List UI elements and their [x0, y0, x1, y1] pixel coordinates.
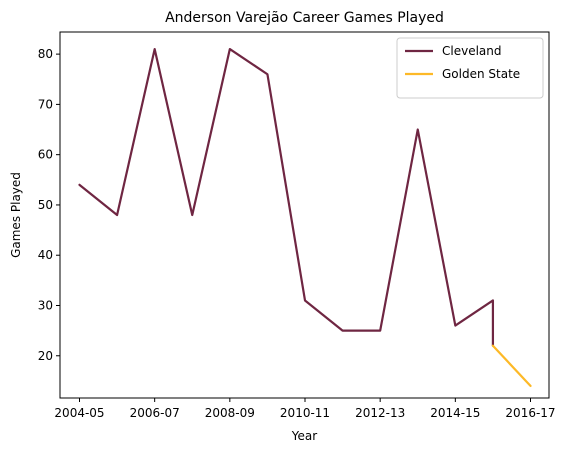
legend-box [396, 37, 544, 99]
chart-title: Anderson Varejão Career Games Played [165, 10, 444, 26]
x-tick-label-2004-05: 2004-05 [54, 406, 104, 420]
series-line-golden-state [491, 344, 532, 388]
legend: Cleveland Golden State [396, 37, 544, 99]
x-tick-label-2012-13: 2012-13 [355, 406, 405, 420]
legend-label-golden-state: Golden State [442, 67, 520, 81]
y-tick-label-60: 60 [38, 148, 53, 162]
x-tick-label-2010-11: 2010-11 [280, 406, 330, 420]
y-tick-label-40: 40 [38, 248, 53, 262]
y-tick-label-50: 50 [38, 198, 53, 212]
y-tick-label-80: 80 [38, 47, 53, 61]
x-tick-label-2014-15: 2014-15 [430, 406, 480, 420]
x-axis-label: Year [291, 429, 317, 443]
y-tick-label-70: 70 [38, 97, 53, 111]
y-tick-label-20: 20 [38, 349, 53, 363]
x-tick-label-2008-09: 2008-09 [205, 406, 255, 420]
x-tick-label-2016-17: 2016-17 [505, 406, 555, 420]
x-tick-label-2006-07: 2006-07 [130, 406, 180, 420]
legend-label-cleveland: Cleveland [442, 44, 502, 58]
y-axis-ticks: 20 30 40 50 60 70 80 [38, 47, 60, 363]
series-layer [78, 47, 532, 388]
y-axis-label: Games Played [9, 172, 23, 258]
y-tick-label-30: 30 [38, 298, 53, 312]
x-axis-ticks: 2004-05 2006-07 2008-09 2010-11 2012-13 2014-… [54, 398, 556, 420]
series-line-cleveland [78, 47, 495, 347]
